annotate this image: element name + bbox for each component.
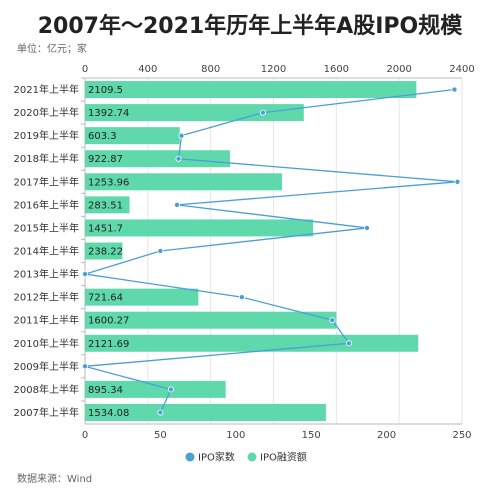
line-point (363, 224, 370, 231)
category-label: 2012年上半年 (14, 291, 79, 304)
bar-value-label: 603.3 (88, 131, 117, 142)
top-tick-label: 800 (201, 64, 220, 75)
bar-value-label: 1392.74 (88, 108, 129, 119)
bar (85, 173, 282, 191)
bar-value-label: 1534.08 (88, 408, 129, 419)
line-point (167, 386, 174, 393)
bar (85, 311, 337, 329)
bar-value-label: 1253.96 (88, 177, 129, 188)
line-point (82, 271, 89, 278)
legend-label: IPO融资额 (260, 451, 307, 464)
unit-note: 单位：亿元；家 (17, 44, 87, 55)
line-point (157, 409, 164, 416)
category-label: 2009年上半年 (14, 360, 79, 373)
bottom-tick-label: 0 (82, 430, 88, 441)
line-point (173, 201, 180, 208)
top-tick-label: 1600 (324, 64, 349, 75)
line-point (175, 155, 182, 162)
data-source: 数据来源：Wind (17, 474, 93, 485)
line-point (451, 86, 458, 93)
bar-value-label: 2109.5 (88, 85, 123, 96)
category-label: 2014年上半年 (14, 245, 79, 258)
legend-label: IPO家数 (198, 451, 235, 464)
bar (85, 127, 180, 145)
bar (85, 380, 226, 398)
line-point (454, 178, 461, 185)
bar (85, 334, 419, 352)
bar-value-label: 1600.27 (88, 316, 129, 327)
line-point (82, 363, 89, 370)
category-label: 2011年上半年 (14, 314, 79, 327)
category-label: 2010年上半年 (14, 337, 79, 350)
top-tick-label: 400 (138, 64, 157, 75)
category-label: 2007年上半年 (14, 406, 79, 419)
top-tick-label: 2000 (386, 64, 411, 75)
category-label: 2019年上半年 (14, 129, 79, 142)
bar-value-label: 922.87 (88, 154, 123, 165)
top-tick-label: 0 (82, 64, 88, 75)
category-label: 2017年上半年 (14, 175, 79, 188)
bar (85, 196, 130, 214)
line-point (238, 294, 245, 301)
bar-value-label: 721.64 (88, 293, 123, 304)
line-point (329, 317, 336, 324)
line-point (157, 247, 164, 254)
legend-marker (185, 452, 195, 462)
category-label: 2020年上半年 (14, 106, 79, 119)
bar-value-label: 238.22 (88, 247, 123, 258)
bottom-tick-label: 100 (226, 430, 245, 441)
top-tick-label: 1200 (261, 64, 286, 75)
line-point (345, 340, 352, 347)
bar-value-label: 895.34 (88, 385, 123, 396)
bar (85, 403, 326, 421)
bar (85, 219, 314, 237)
bottom-tick-label: 200 (377, 430, 396, 441)
bar-value-label: 283.51 (88, 200, 123, 211)
bar (85, 81, 417, 99)
category-label: 2021年上半年 (14, 83, 79, 96)
bottom-tick-label: 150 (302, 430, 321, 441)
bottom-tick-label: 250 (452, 430, 471, 441)
bottom-tick-label: 50 (154, 430, 167, 441)
category-label: 2008年上半年 (14, 383, 79, 396)
bar (85, 288, 199, 306)
bar (85, 150, 230, 168)
category-label: 2015年上半年 (14, 221, 79, 234)
category-label: 2018年上半年 (14, 152, 79, 165)
legend-marker (247, 452, 257, 462)
category-label: 2013年上半年 (14, 268, 79, 281)
bar-value-label: 2121.69 (88, 339, 129, 350)
line-point (178, 132, 185, 139)
bar-value-label: 1451.7 (88, 223, 123, 234)
top-tick-label: 2400 (449, 64, 474, 75)
line-point (259, 109, 266, 116)
bar (85, 242, 123, 260)
chart-title: 2007年～2021年历年上半年A股IPO规模 (37, 14, 463, 39)
category-label: 2016年上半年 (14, 198, 79, 211)
